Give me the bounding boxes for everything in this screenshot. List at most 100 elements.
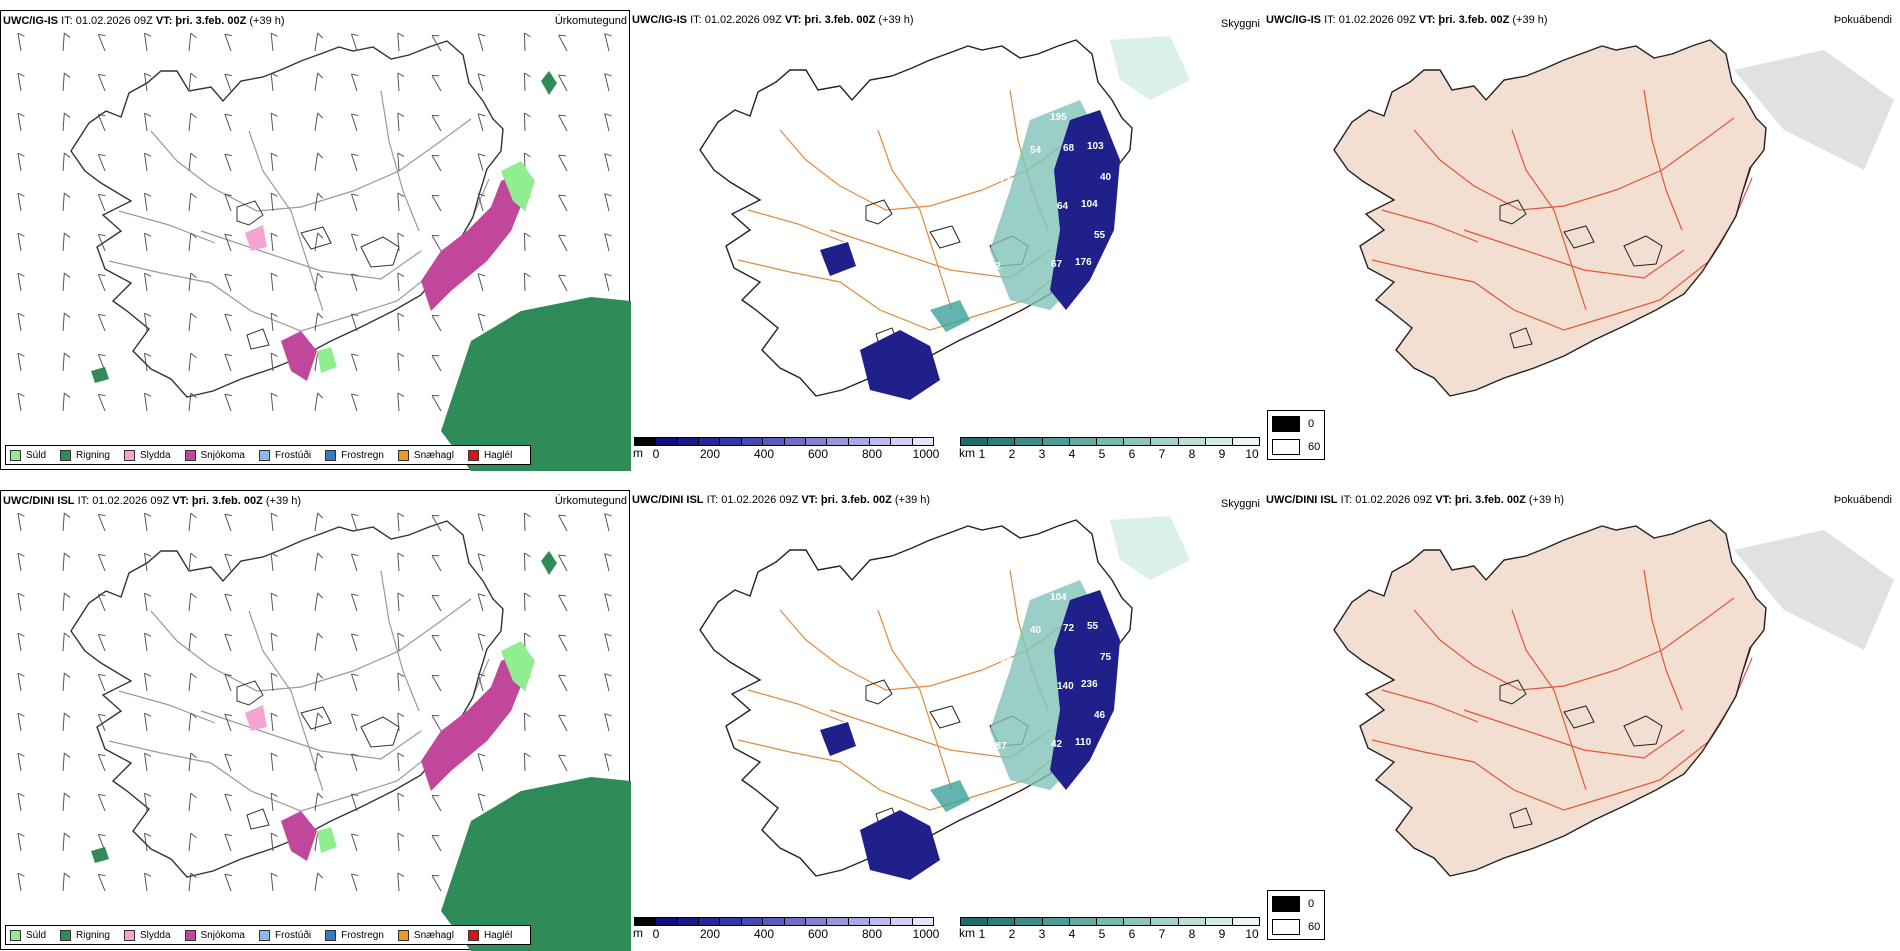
- legend-label: Snæhagl: [413, 929, 454, 941]
- ceiling-value-label: 45: [1069, 315, 1081, 326]
- legend-item: Haglél: [467, 449, 512, 461]
- panel-title: UWC/DINI ISL IT: 01.02.2026 09Z VT: þri.…: [632, 494, 931, 506]
- wind-barb: [397, 112, 405, 132]
- ceiling-value-label: 48: [1010, 799, 1022, 810]
- legend-label: Frostúði: [274, 929, 312, 941]
- wind-barb: [62, 152, 71, 172]
- colorbar-segment: [988, 438, 1016, 445]
- ceiling-value-label: 73: [1000, 174, 1012, 185]
- wind-barb: [350, 713, 359, 732]
- wind-barb: [477, 673, 486, 692]
- wind-barb: [431, 114, 442, 132]
- ceiling-value-label: 70: [1106, 594, 1118, 605]
- colorbar-segment: [699, 918, 721, 925]
- wind-barb: [558, 194, 568, 212]
- panel-type-label: Úrkomutegund: [554, 495, 627, 507]
- road-line: [200, 230, 422, 280]
- colorbar-segment: [1232, 438, 1260, 445]
- wind-barb: [224, 393, 232, 412]
- wind-barb: [350, 313, 359, 332]
- glacier-outline: [236, 680, 264, 706]
- wind-barb: [431, 634, 442, 652]
- legend-swatch: [467, 449, 479, 461]
- legend-item: Slydda: [123, 449, 171, 461]
- wind-barb: [431, 794, 442, 812]
- wind-barb: [97, 713, 106, 732]
- wind-barb: [350, 593, 359, 612]
- colorbar-strip: [960, 437, 1260, 446]
- colorbar-tick-label: 400: [753, 447, 775, 461]
- legend-item: Snæhagl: [397, 929, 454, 941]
- precip-area: [501, 641, 535, 691]
- wind-barb: [17, 352, 25, 372]
- panel-type-label: Úrkomutegund: [554, 15, 627, 27]
- wind-barb: [97, 393, 106, 412]
- wind-barb: [558, 714, 568, 732]
- colorbar-tick-label: 3: [1038, 927, 1046, 941]
- glacier-outline: [1623, 715, 1663, 747]
- legend-item: Snæhagl: [397, 449, 454, 461]
- wind-barb: [350, 353, 359, 372]
- colorbar-tick-label: 5: [1098, 927, 1106, 941]
- legend-label: Rigning: [76, 929, 110, 941]
- legend-item: Snjókoma: [184, 449, 245, 461]
- legend-item: Rigning: [60, 449, 110, 461]
- precip-area: [91, 367, 109, 383]
- fog-legend-item: 60: [1268, 437, 1324, 457]
- wind-barb: [397, 872, 405, 892]
- road-line: [1381, 209, 1479, 243]
- wind-barb: [558, 154, 568, 172]
- wind-barb: [188, 232, 197, 252]
- wind-barb: [17, 192, 25, 212]
- wind-barb: [523, 112, 531, 132]
- legend-item: Frostúði: [258, 449, 311, 461]
- legend-swatch: [325, 449, 337, 461]
- wind-barb: [270, 872, 278, 892]
- fog-legend-swatch: [1272, 919, 1300, 935]
- wind-barb: [62, 112, 71, 132]
- glacier-outline: [360, 716, 400, 748]
- colorbar-segment: [1178, 438, 1206, 445]
- wind-barb: [188, 152, 197, 172]
- wind-barb: [143, 112, 152, 132]
- coastline: [1333, 39, 1767, 397]
- glacier-outline: [246, 808, 270, 830]
- legend-swatch: [258, 929, 270, 941]
- wind-barb: [604, 633, 612, 652]
- colorbar-segment: [677, 438, 700, 445]
- wind-barb: [188, 272, 197, 292]
- legend-swatch: [467, 929, 479, 941]
- wind-barb: [224, 633, 232, 652]
- wind-barb: [143, 272, 152, 292]
- wind-barb: [397, 632, 405, 652]
- wind-barb: [62, 512, 71, 532]
- wind-barb: [314, 592, 324, 612]
- colorbar-segment: [1096, 918, 1125, 925]
- wind-barb: [143, 72, 152, 92]
- colorbar-tick-label: 9: [1218, 447, 1226, 461]
- road-line: [1643, 89, 1683, 231]
- ceiling-value-label: 54: [1030, 145, 1042, 156]
- legend-label: Snæhagl: [413, 449, 454, 461]
- fog-legend-swatch: [1272, 439, 1300, 455]
- colorbar-segment: [635, 438, 657, 445]
- colorbar-tick-label: 1000: [912, 927, 940, 941]
- wind-barb: [431, 714, 442, 732]
- road-line: [1463, 229, 1685, 279]
- glacier-outline: [865, 679, 893, 705]
- wind-barb: [558, 594, 568, 612]
- wind-barb: [523, 272, 531, 292]
- wind-barb: [17, 872, 25, 892]
- iceland-visibility-map: 1045547236142110108617072751404642195056…: [699, 516, 1190, 880]
- colorbar-tick-label: 1: [978, 927, 986, 941]
- wind-barb: [314, 232, 324, 252]
- ceiling-value-label: 10: [1088, 288, 1100, 299]
- wind-barb: [188, 352, 197, 372]
- wind-barb: [397, 272, 405, 292]
- legend-swatch: [60, 449, 72, 461]
- wind-barb: [523, 232, 531, 252]
- wind-barb: [97, 233, 106, 252]
- wind-barb: [314, 752, 324, 772]
- wind-barb: [188, 392, 197, 412]
- panel-title: UWC/IG-IS IT: 01.02.2026 09Z VT: þri. 3.…: [3, 15, 285, 27]
